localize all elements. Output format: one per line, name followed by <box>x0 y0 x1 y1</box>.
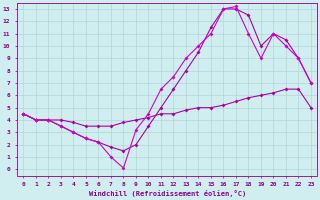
X-axis label: Windchill (Refroidissement éolien,°C): Windchill (Refroidissement éolien,°C) <box>89 190 246 197</box>
